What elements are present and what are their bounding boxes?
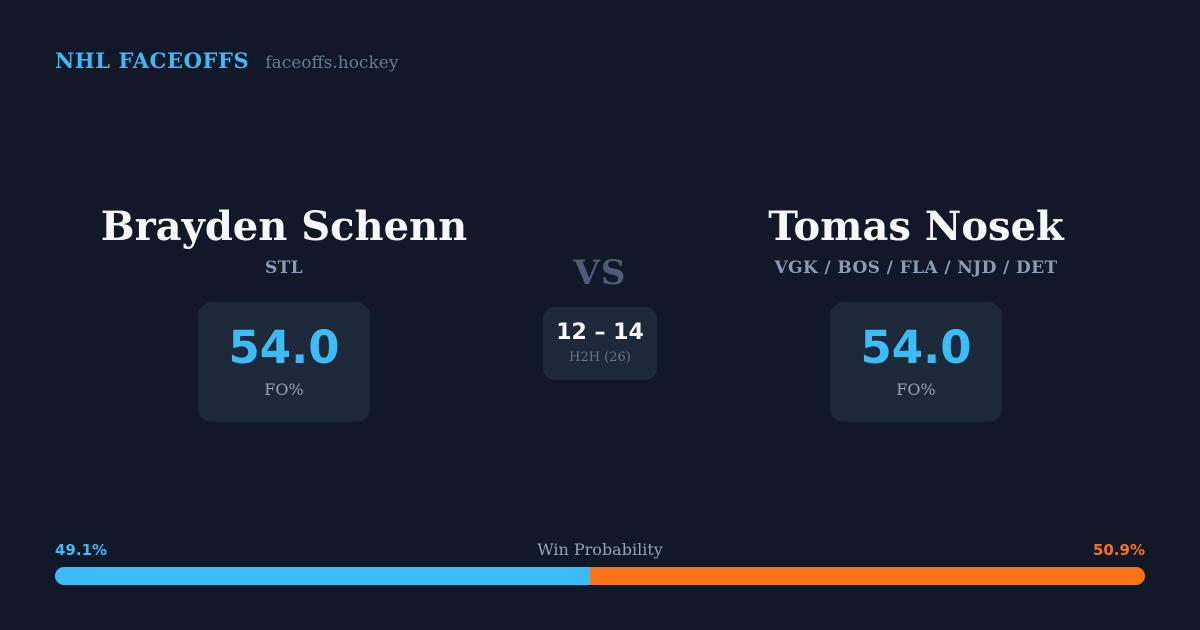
win-prob-bar-left-segment [55, 567, 591, 585]
vs-label: VS [573, 253, 627, 293]
h2h-label: H2H (26) [569, 350, 631, 365]
win-probability-section: 49.1% Win Probability 50.9% [55, 540, 1145, 585]
matchup-section: Brayden Schenn STL 54.0 FO% VS 12 – 14 H… [55, 205, 1145, 422]
win-prob-right-pct: 50.9% [1092, 541, 1145, 559]
center-column: VS 12 – 14 H2H (26) [513, 205, 687, 422]
player-left-stat-box: 54.0 FO% [198, 302, 370, 422]
player-left-name: Brayden Schenn [100, 203, 468, 250]
site-url: faceoffs.hockey [265, 53, 399, 73]
win-prob-title: Win Probability [537, 540, 663, 559]
win-prob-left-pct: 49.1% [55, 541, 108, 559]
win-prob-bar-right-segment [590, 567, 1145, 585]
win-prob-bar [55, 567, 1145, 585]
player-right-column: Tomas Nosek VGK / BOS / FLA / NJD / DET … [687, 205, 1145, 422]
player-left-column: Brayden Schenn STL 54.0 FO% [55, 205, 513, 422]
player-right-teams: VGK / BOS / FLA / NJD / DET [774, 258, 1058, 278]
player-left-stat-value: 54.0 [228, 321, 340, 374]
header: NHL FACEOFFS faceoffs.hockey [55, 48, 398, 73]
h2h-box: 12 – 14 H2H (26) [543, 307, 657, 380]
h2h-score: 12 – 14 [556, 320, 644, 345]
player-left-teams: STL [264, 258, 304, 278]
player-right-stat-box: 54.0 FO% [830, 302, 1002, 422]
player-right-stat-value: 54.0 [860, 321, 972, 374]
player-right-stat-label: FO% [896, 380, 936, 399]
player-right-name: Tomas Nosek [768, 203, 1064, 250]
brand-logo: NHL FACEOFFS [55, 48, 250, 73]
win-probability-labels: 49.1% Win Probability 50.9% [55, 540, 1145, 561]
player-left-stat-label: FO% [264, 380, 304, 399]
